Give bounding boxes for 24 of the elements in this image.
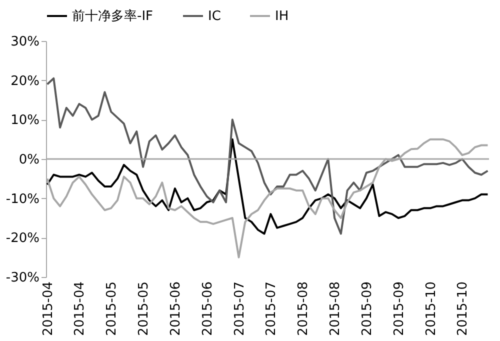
legend-label: IH: [275, 9, 289, 24]
x-tick-label: 2015-04: [72, 282, 88, 336]
y-tick-label: 0%: [18, 152, 40, 168]
x-tick-label: 2015-06: [168, 282, 184, 336]
legend-label: 前十净多率-IF: [72, 8, 154, 24]
x-tick-label: 2015-07: [232, 282, 248, 336]
x-tick-label: 2015-08: [296, 282, 312, 336]
x-tick-label: 2015-10: [424, 282, 439, 336]
x-tick-label: 2015-10: [456, 282, 471, 336]
y-tick-label: -10%: [6, 192, 40, 207]
x-tick-label: 2015-05: [104, 282, 120, 336]
y-tick-label: 10%: [10, 113, 40, 128]
x-tick-label: 2015-04: [40, 282, 56, 336]
x-tick-label: 2015-05: [136, 282, 152, 336]
y-tick-label: -20%: [6, 231, 40, 246]
legend-label: IC: [208, 9, 221, 24]
y-tick-label: 20%: [10, 74, 40, 89]
x-tick-label: 2015-08: [328, 282, 344, 336]
x-tick-label: 2015-09: [360, 282, 375, 336]
y-tick-label: -30%: [6, 270, 40, 286]
x-tick-label: 2015-07: [264, 282, 280, 336]
x-tick-label: 2015-06: [200, 282, 216, 336]
y-tick-label: 30%: [10, 34, 40, 50]
x-tick-label: 2015-09: [392, 282, 407, 336]
